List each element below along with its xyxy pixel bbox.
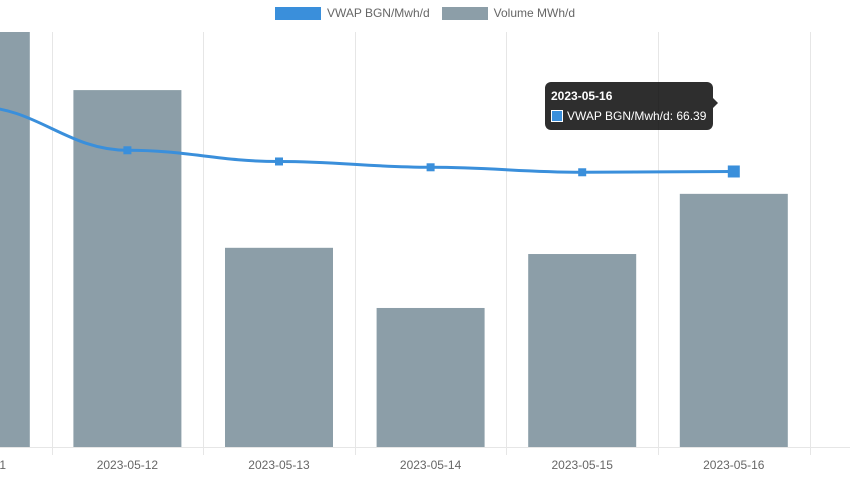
volume-bar (376, 307, 485, 447)
vwap-point (578, 168, 587, 177)
vwap-point (275, 157, 283, 166)
x-tick-label: 2023-05-12 (97, 458, 159, 472)
x-tick-label: 2023-05-15 (552, 458, 614, 472)
tooltip-caret (713, 98, 719, 108)
vwap-point (123, 146, 132, 155)
volume-bar (225, 247, 333, 447)
x-tick-label: 2023-05-16 (703, 458, 765, 472)
volume-bar (0, 32, 30, 447)
vwap-point (426, 163, 435, 172)
x-tick-label: 2023-05-11 (0, 458, 6, 472)
chart-tooltip: 2023-05-16 VWAP BGN/Mwh/d: 66.39 (545, 82, 719, 130)
volume-bar (679, 193, 788, 447)
vwap-point (727, 165, 740, 178)
volume-bar (528, 254, 637, 447)
x-tick-label: 2023-05-14 (400, 458, 462, 472)
legend-swatch-volume (441, 6, 488, 20)
tooltip-label: VWAP BGN/Mwh/d: 66.39 (567, 109, 707, 123)
tooltip-row: VWAP BGN/Mwh/d: 66.39 (551, 108, 706, 124)
legend-swatch-vwap (274, 6, 321, 20)
legend-item-volume[interactable]: Volume MWh/d (441, 6, 576, 20)
tooltip-title: 2023-05-16 (551, 89, 613, 103)
legend-label-vwap: VWAP BGN/Mwh/d (326, 6, 430, 20)
tooltip-swatch (551, 110, 563, 122)
chart-legend: VWAP BGN/Mwh/d Volume MWh/d (0, 6, 850, 20)
legend-label-volume: Volume MWh/d (493, 6, 576, 20)
legend-item-vwap[interactable]: VWAP BGN/Mwh/d (274, 6, 430, 20)
vwap-line (0, 107, 734, 174)
x-tick-label: 2023-05-13 (248, 458, 310, 472)
